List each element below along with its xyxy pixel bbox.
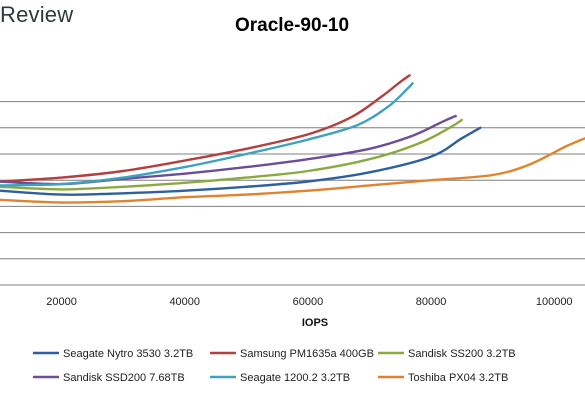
legend-label-2: Samsung PM1635a 400GB [240, 348, 374, 360]
x-axis-label: IOPS [302, 317, 328, 329]
x-tick-label: 60000 [293, 296, 324, 308]
legend-label-6: Toshiba PX04 3.2TB [408, 372, 508, 384]
x-tick-label: 80000 [416, 296, 447, 308]
series-line-2 [0, 74, 411, 183]
series-line-5 [0, 82, 414, 187]
legend: Seagate Nytro 3530 3.2TB Samsung PM1635a … [33, 348, 516, 384]
series-line-1 [0, 126, 482, 196]
x-tick-label: 100000 [536, 296, 573, 308]
series-line-3 [0, 118, 463, 191]
x-tick-label: 40000 [169, 296, 200, 308]
brand-logo-text: Review [0, 2, 74, 27]
x-axis-ticks: 20000 40000 60000 80000 100000 [46, 296, 572, 308]
series-line-6 [0, 137, 585, 204]
legend-label-3: Sandisk SS200 3.2TB [408, 348, 516, 360]
series-line-4 [0, 114, 457, 186]
legend-label-5: Seagate 1200.2 3.2TB [240, 372, 350, 384]
series-lines [0, 74, 585, 204]
legend-label-4: Sandisk SSD200 7.68TB [63, 372, 185, 384]
legend-label-1: Seagate Nytro 3530 3.2TB [63, 348, 193, 360]
chart-title: Oracle-90-10 [235, 15, 349, 36]
x-tick-label: 20000 [46, 296, 77, 308]
